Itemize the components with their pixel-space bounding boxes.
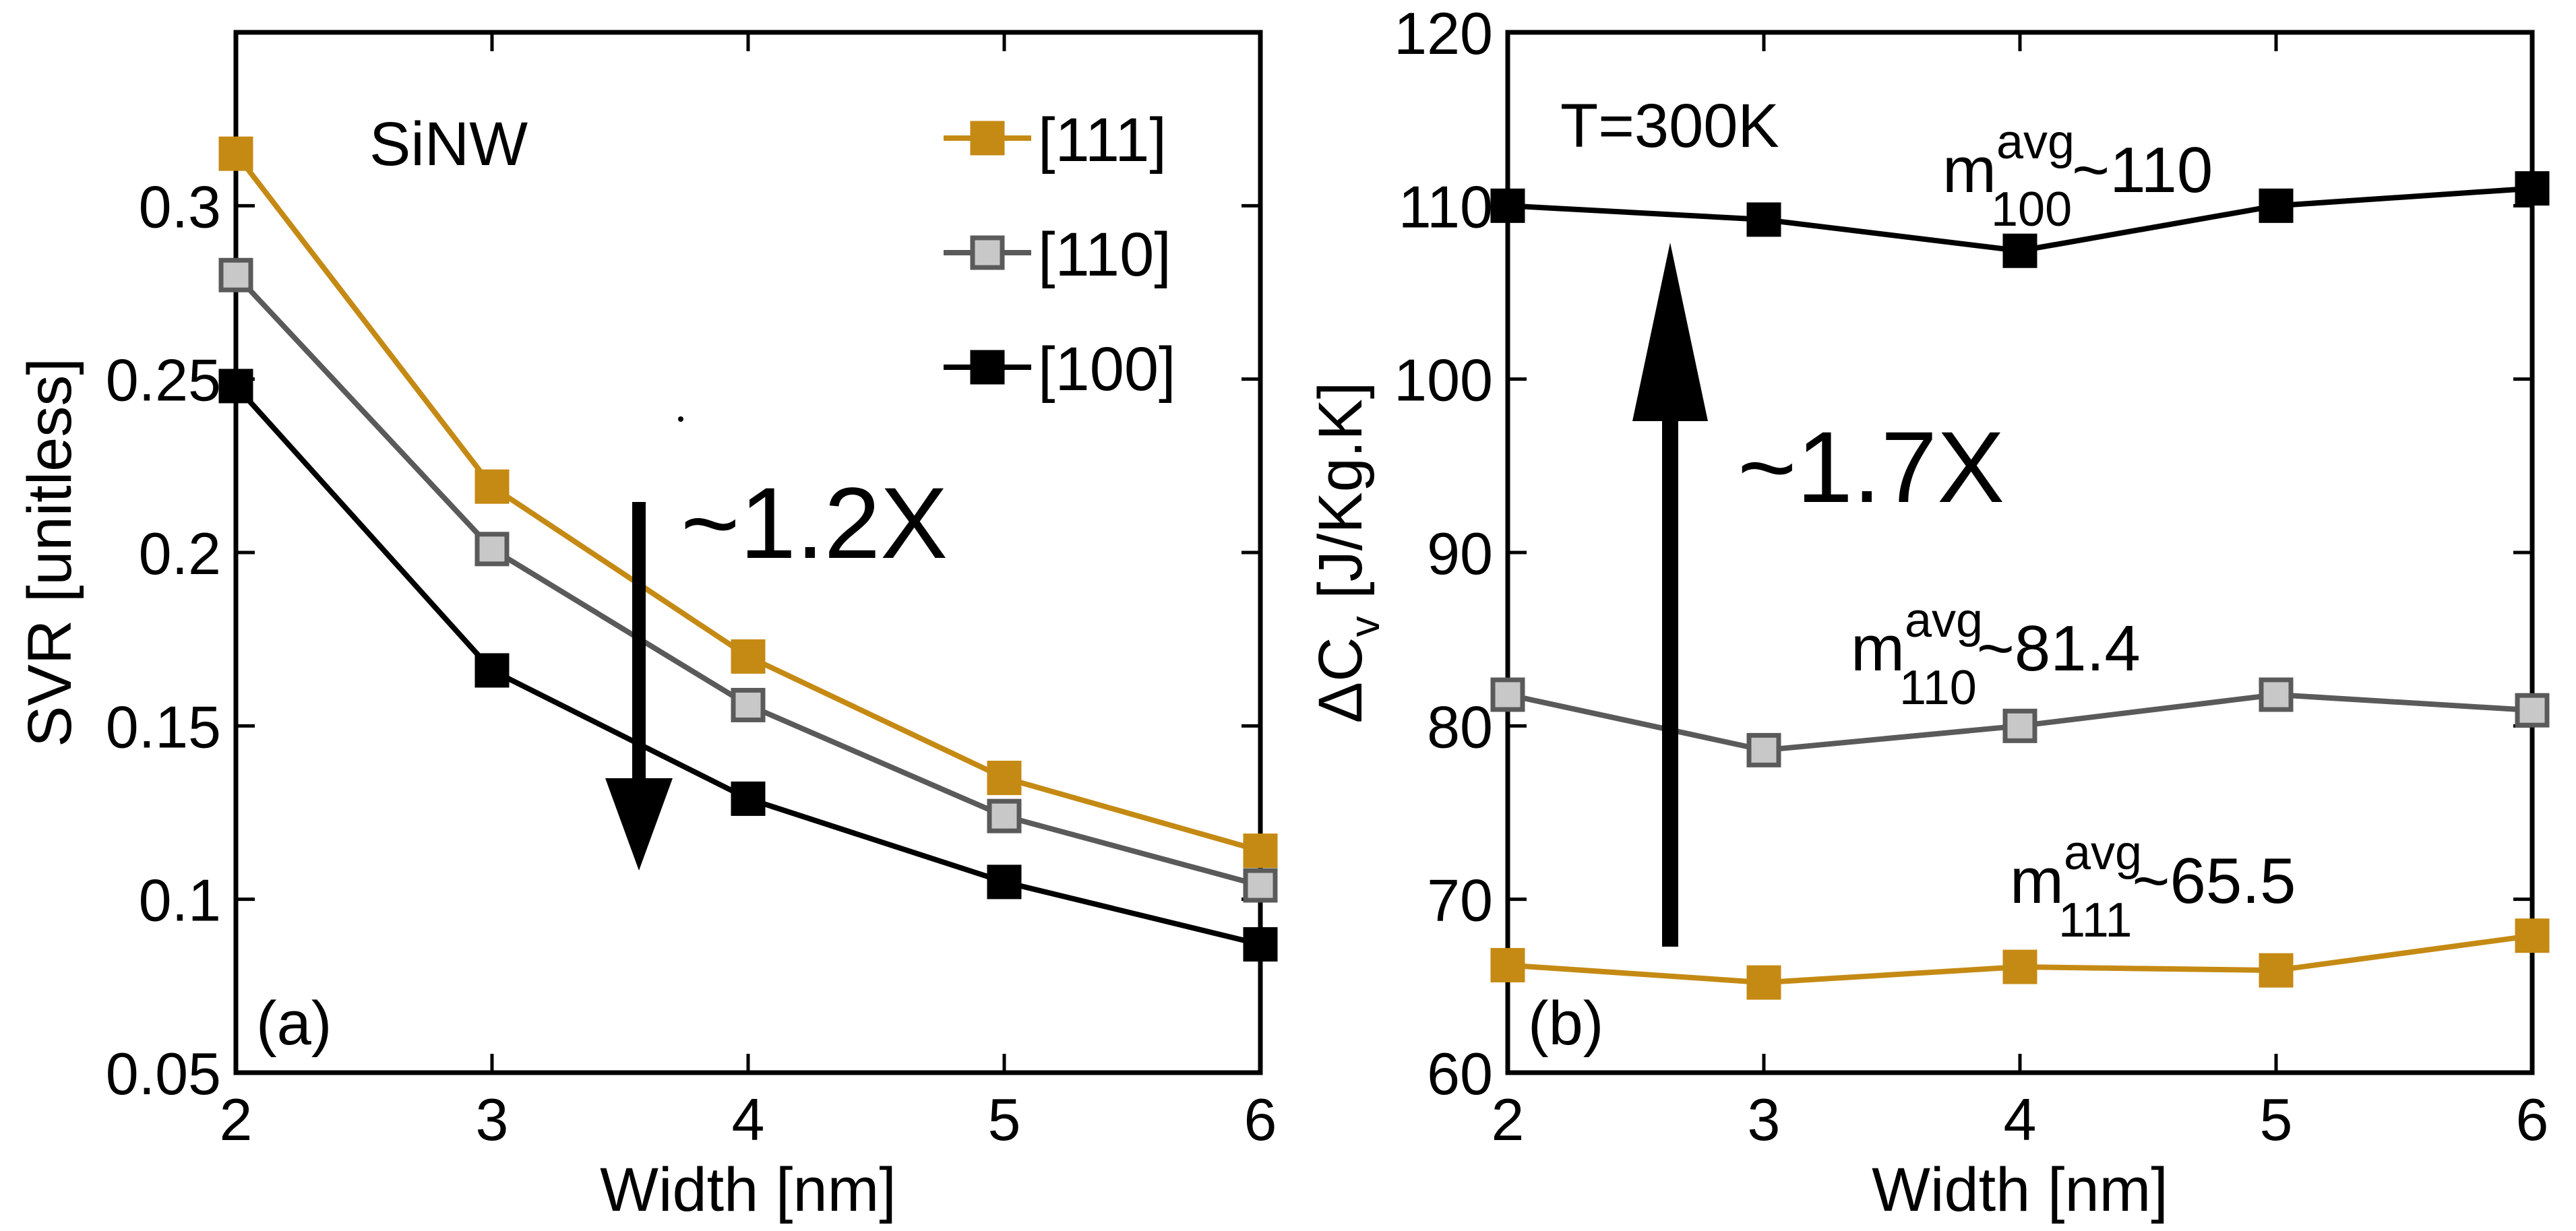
- series-label-superscript: avg: [1996, 115, 2075, 169]
- data-point: [2515, 693, 2550, 728]
- y-axis-label-symbol: ΔC: [1306, 637, 1375, 723]
- x-tick-label: 5: [988, 1086, 1021, 1153]
- panel-label: (b): [1528, 989, 1603, 1058]
- series-label-value: ~65.5: [2132, 845, 2296, 917]
- y-tick-label: 0.15: [106, 693, 221, 760]
- data-point: [2259, 188, 2294, 223]
- series-label-base: m: [2010, 845, 2064, 917]
- data-point: [731, 639, 766, 674]
- data-point: [1243, 833, 1278, 869]
- data-point: [218, 369, 253, 404]
- data-point: [2515, 171, 2550, 206]
- series-label-superscript: avg: [1905, 594, 1983, 648]
- data-point: [2259, 953, 2294, 988]
- x-tick-label: 4: [732, 1086, 765, 1153]
- annotation-text: SiNW: [369, 110, 528, 179]
- arrow-head: [1632, 243, 1708, 421]
- legend-marker: [970, 350, 1005, 385]
- x-tick-label: 4: [2004, 1086, 2037, 1153]
- data-point: [987, 798, 1022, 833]
- data-point: [2259, 677, 2294, 712]
- legend-marker: [970, 121, 1005, 156]
- series-label-base: m: [1851, 612, 1905, 685]
- legend-label: [100]: [1038, 335, 1176, 404]
- y-axis-label-subscript: v: [1342, 616, 1388, 637]
- y-tick-label: 0.1: [139, 867, 221, 934]
- data-point: [2002, 233, 2037, 268]
- data-point: [218, 136, 253, 171]
- x-tick-label: 6: [2516, 1086, 2549, 1153]
- y-tick-label: 90: [1427, 520, 1493, 587]
- x-axis-label: Width [nm]: [1872, 1156, 2168, 1224]
- x-axis-label: Width [nm]: [600, 1156, 896, 1224]
- panel-b-heat-capacity-chart: 2 3 4 5 6 60 70 80 90 100 110 120 Width [nm] ΔCv [J/K…: [1306, 0, 2550, 1224]
- y-tick-label: 0.25: [106, 347, 221, 414]
- stray-dot: [678, 416, 683, 422]
- data-point: [731, 687, 766, 722]
- data-point: [2002, 708, 2037, 743]
- x-tick-label: 3: [476, 1086, 509, 1153]
- series-label-value: ~110: [2072, 134, 2213, 206]
- data-point: [1746, 965, 1781, 1000]
- data-point: [1746, 732, 1781, 767]
- y-tick-label: 120: [1394, 0, 1493, 67]
- series-label-base: m: [1942, 134, 1996, 206]
- data-point: [474, 469, 510, 504]
- data-point: [1746, 202, 1781, 237]
- panel-a-svr-chart: 2 3 4 5 6 0.05 0.1 0.15 0.2 0.25 0.3 Width [nm] SVR …: [16, 30, 1278, 1224]
- data-point: [218, 257, 253, 292]
- series-label-superscript: avg: [2064, 826, 2142, 880]
- series-label: mavg 100~110: [1942, 115, 2213, 236]
- series-label-subscript: 110: [1899, 661, 1977, 715]
- y-tick-label: 0.05: [106, 1040, 221, 1107]
- y-axis-label: SVR [unitless]: [16, 358, 84, 747]
- series-label: mavg 110~81.4: [1851, 594, 2141, 715]
- data-point: [474, 653, 510, 688]
- series-label-value: ~81.4: [1977, 612, 2141, 685]
- y-tick-label: 80: [1427, 693, 1493, 760]
- data-point: [1243, 927, 1278, 962]
- series-label-subscript: 111: [2058, 893, 2132, 947]
- y-tick-label: 100: [1394, 347, 1493, 414]
- x-tick-label: 2: [1492, 1086, 1525, 1153]
- y-tick-label: 0.3: [139, 173, 221, 240]
- arrow-label: ~1.7X: [1738, 410, 2004, 524]
- data-point: [474, 532, 510, 567]
- y-tick-label: 70: [1427, 867, 1493, 934]
- data-point: [1490, 677, 1525, 712]
- data-point: [1490, 188, 1525, 223]
- x-tick-label: 5: [2260, 1086, 2293, 1153]
- panel-label: (a): [256, 989, 332, 1058]
- data-point: [731, 781, 766, 816]
- series-label: mavg 111~65.5: [2010, 826, 2296, 947]
- y-tick-label: 60: [1427, 1040, 1493, 1107]
- legend-label: [110]: [1038, 220, 1171, 289]
- y-tick-label: 110: [1399, 173, 1493, 240]
- arrow-head: [605, 778, 673, 871]
- y-axis-label-unit: [J/Kg.K]: [1306, 382, 1375, 617]
- data-point: [1490, 947, 1525, 982]
- y-axis-label: ΔCv [J/Kg.K]: [1306, 382, 1388, 724]
- x-tick-label: 3: [1748, 1086, 1781, 1153]
- legend-label: [111]: [1038, 106, 1167, 175]
- x-tick-label: 6: [1244, 1086, 1277, 1153]
- data-point: [2515, 918, 2550, 953]
- annotation-text: T=300K: [1560, 92, 1779, 160]
- arrow-label: ~1.2X: [681, 466, 948, 579]
- data-point: [1243, 868, 1278, 903]
- legend-marker: [970, 235, 1005, 270]
- data-point: [987, 761, 1022, 796]
- data-point: [987, 864, 1022, 899]
- series-label-subscript: 100: [1991, 183, 2072, 236]
- y-tick-label: 0.2: [139, 520, 221, 587]
- x-tick-label: 2: [220, 1086, 253, 1153]
- data-point: [2002, 949, 2037, 984]
